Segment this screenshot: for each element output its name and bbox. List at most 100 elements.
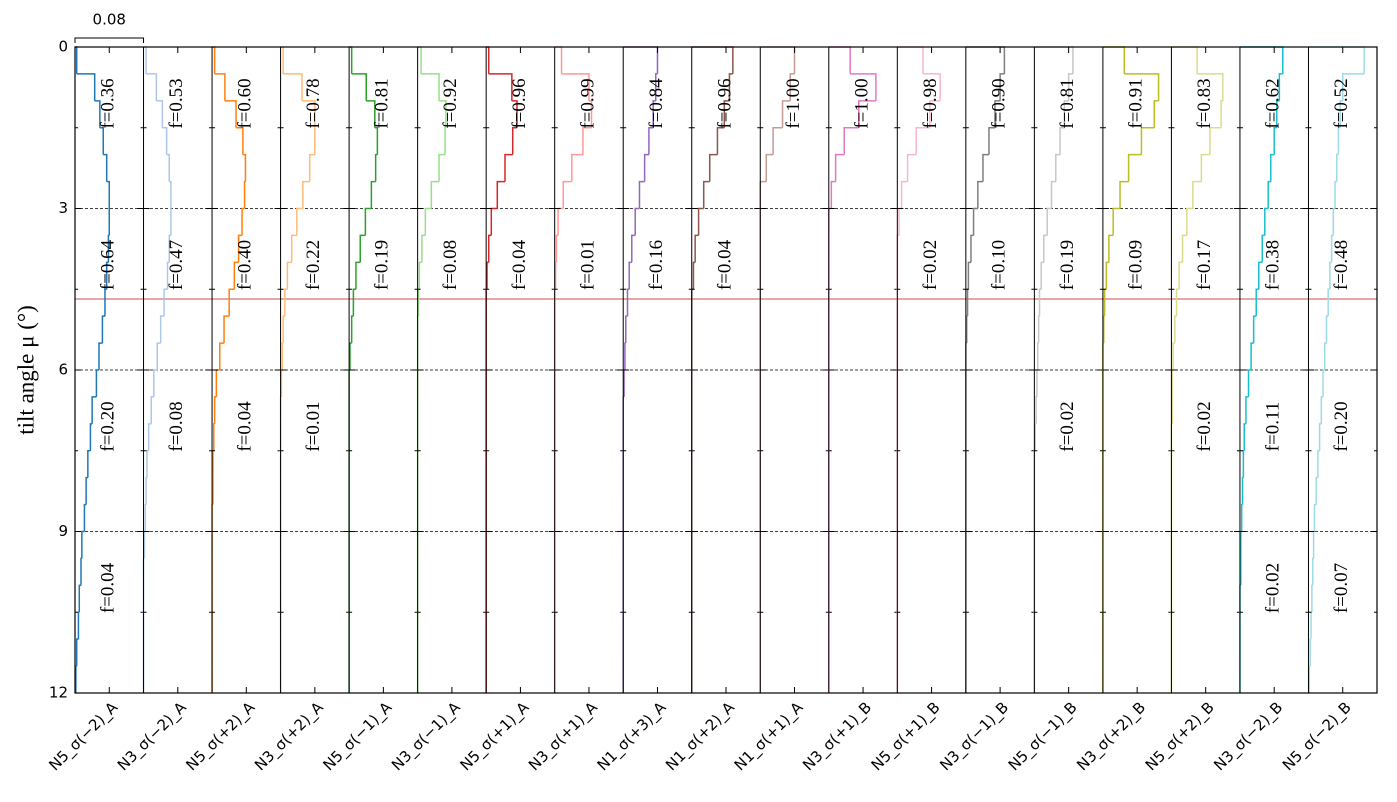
fraction-label: f=0.20 (98, 401, 119, 451)
histogram-step (351, 73, 367, 101)
histogram-step (1124, 73, 1160, 101)
histogram-step (1310, 611, 1312, 640)
histogram-step (77, 611, 80, 640)
histogram-step (716, 127, 725, 155)
histogram-step (283, 73, 303, 101)
histogram-step (162, 127, 168, 155)
panel-label: N3_σ(+1)_B (799, 698, 876, 775)
histogram-step (89, 423, 93, 451)
histogram-step (1112, 207, 1121, 236)
fraction-label: f=0.04 (235, 401, 256, 452)
fraction-label: f=0.02 (1194, 401, 1215, 451)
histogram-step (1046, 207, 1052, 236)
histogram-step (988, 127, 995, 155)
histogram-step (1308, 665, 1311, 693)
histogram-step (643, 153, 649, 182)
histogram-step (1264, 207, 1269, 236)
histogram-step (628, 261, 632, 290)
histogram-step (224, 100, 237, 128)
histogram-step (1334, 180, 1337, 209)
histogram-step (1243, 423, 1246, 451)
histogram-step (1335, 153, 1339, 182)
histogram-step (424, 207, 432, 236)
histogram-step (1186, 207, 1193, 236)
histogram-step (554, 46, 563, 74)
histogram-step (1325, 315, 1329, 344)
histogram-step (374, 153, 378, 182)
histogram-step (1181, 234, 1187, 263)
histogram-step (625, 315, 628, 344)
histogram-step (145, 476, 147, 505)
histogram-step (153, 369, 158, 397)
fraction-label: f=0.02 (1057, 401, 1078, 451)
histogram-step (1247, 369, 1252, 397)
histogram-step (1322, 369, 1325, 397)
fraction-label: f=0.53 (166, 78, 187, 128)
histogram-step (582, 127, 592, 155)
histogram-step (626, 288, 630, 317)
histogram-step (1220, 100, 1223, 128)
histogram-step (555, 234, 559, 263)
histogram-step (146, 450, 149, 478)
histogram-step (430, 180, 440, 209)
fraction-label: f=0.20 (1331, 401, 1352, 451)
histogram-step (308, 153, 315, 182)
histogram-step (772, 127, 783, 155)
panel-label: N5_σ(+1)_A (457, 698, 534, 775)
histogram-step (624, 342, 626, 370)
histogram-step (169, 180, 172, 209)
histogram-step (107, 234, 110, 263)
histogram-step (106, 180, 111, 209)
histogram-step (1313, 503, 1317, 532)
histogram-step (421, 234, 426, 263)
histogram-step (554, 261, 557, 290)
histogram-step (144, 503, 147, 532)
histogram-step (488, 73, 513, 101)
fraction-label: f=0.47 (166, 240, 187, 290)
histogram-step (1200, 153, 1210, 182)
histogram-step (146, 73, 158, 101)
histogram-step (702, 180, 710, 209)
histogram-step (296, 207, 303, 236)
histogram-step (1153, 100, 1159, 128)
y-tick-label: 6 (58, 361, 68, 379)
histogram-step (91, 396, 97, 424)
histogram-step (486, 261, 489, 290)
y-axis-label: tilt angle μ (°) (13, 305, 38, 434)
histogram-step (858, 100, 876, 128)
fraction-label: f=0.64 (98, 239, 119, 290)
histogram-step (1270, 153, 1275, 182)
histogram-step (290, 234, 297, 263)
histogram-step (1308, 46, 1365, 74)
histogram-step (1043, 234, 1048, 263)
histogram-step (487, 234, 492, 263)
histogram-step (1324, 342, 1327, 370)
histogram-step (80, 557, 82, 586)
panel-label: N3_σ(−2)_A (114, 698, 191, 775)
histogram-step (1063, 100, 1069, 128)
histogram-step (1034, 46, 1074, 74)
histogram-step (213, 396, 217, 424)
histogram-step (994, 100, 1001, 128)
fraction-label: f=0.01 (577, 240, 598, 290)
histogram-step (1119, 180, 1129, 209)
histogram-step (1278, 73, 1283, 101)
histogram-step (166, 261, 170, 290)
panel-label: N5_σ(−1)_B (1005, 698, 1082, 775)
histogram-step (212, 450, 214, 478)
histogram-step (1261, 234, 1265, 263)
histogram-step (900, 180, 908, 209)
histogram-step (150, 396, 154, 424)
histogram-step (1127, 153, 1142, 182)
histogram-step (168, 234, 171, 263)
histogram-step (906, 153, 917, 182)
histogram-step (1055, 153, 1061, 182)
histogram-step (1034, 423, 1037, 451)
histogram-step (213, 423, 215, 451)
fraction-label: f=0.92 (440, 78, 461, 128)
histogram-step (215, 369, 220, 397)
fraction-label: f=0.11 (1263, 402, 1284, 452)
histogram-step (156, 100, 164, 128)
histogram-step (972, 207, 978, 236)
fraction-label: f=0.96 (509, 78, 530, 128)
